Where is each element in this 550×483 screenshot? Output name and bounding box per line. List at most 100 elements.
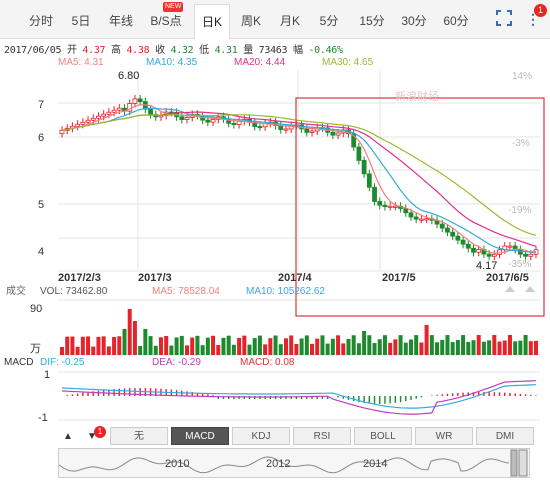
candle: [377, 201, 383, 206]
candle: [330, 131, 336, 136]
candle: [335, 132, 341, 136]
price-axis-4: 4: [38, 246, 44, 258]
indicator-tab-wr[interactable]: WR: [415, 427, 473, 445]
quote-info-line: 2017/06/05 开 4.37 高 4.38 收 4.32 低 4.31 量…: [4, 41, 343, 56]
tab-60min[interactable]: 60分: [443, 14, 469, 28]
volume-bar: [226, 335, 231, 355]
volume-bar: [502, 340, 507, 355]
volume-value: 73463: [258, 45, 288, 56]
volume-bar: [273, 335, 278, 355]
candle: [111, 109, 117, 113]
volume-bar: [450, 342, 455, 355]
candlestick-series: [59, 94, 539, 261]
candle: [106, 111, 112, 115]
tab-yearline[interactable]: 年线: [108, 14, 133, 28]
indicator-tab-kdj[interactable]: KDJ: [232, 427, 290, 445]
volume-bar: [330, 338, 335, 355]
volume-bar: [429, 335, 434, 355]
scroll-arrows-icon[interactable]: [505, 286, 535, 292]
volume-bar: [205, 337, 210, 355]
volume-bar: [143, 329, 148, 355]
dea-line: [61, 380, 537, 415]
high-label: 高: [111, 45, 121, 56]
candle: [132, 98, 138, 104]
candle: [507, 245, 513, 248]
volume-bar: [268, 338, 273, 355]
tab-5day[interactable]: 5日: [71, 14, 91, 28]
quote-date: 2017/06/05: [4, 45, 62, 56]
tab-intraday[interactable]: 分时: [28, 14, 53, 28]
open-label: 开: [66, 45, 77, 56]
navigator-handle-right[interactable]: [518, 449, 528, 477]
volume-bar: [106, 346, 111, 355]
indicator-tab-rsi[interactable]: RSI: [293, 427, 351, 445]
candle: [85, 119, 91, 123]
macd-axis-m1: -1: [38, 412, 48, 424]
candle: [59, 129, 65, 135]
indicator-tab-macd[interactable]: MACD: [171, 427, 229, 445]
tab-daily-k[interactable]: 日K: [194, 4, 230, 40]
candle: [210, 119, 216, 123]
ma30-line: [61, 114, 537, 236]
candle: [419, 218, 424, 221]
volume-bar: [507, 335, 512, 355]
candle: [127, 103, 133, 112]
candle: [382, 204, 388, 208]
candle: [231, 122, 237, 125]
candle: [523, 253, 528, 257]
volume-bar: [382, 335, 387, 355]
volume-bar: [528, 341, 533, 355]
navigator-handle[interactable]: [510, 449, 518, 477]
volume-bar: [398, 335, 403, 355]
indicator-tab-boll[interactable]: BOLL: [354, 427, 412, 445]
volume-bar: [195, 335, 200, 355]
volume-bar: [216, 344, 221, 355]
volume-bar: [169, 345, 174, 355]
period-tab-bar: 分时 5日 年线 B/S点 NEW 日K 周K 月K 5分 15分 30分 60…: [0, 0, 550, 40]
candle: [491, 253, 497, 257]
ma5-line: [61, 104, 537, 254]
volume-bar: [367, 335, 372, 355]
candle: [96, 115, 101, 119]
volume-bar: [471, 340, 476, 355]
volume-bar: [148, 336, 153, 355]
tab-5min[interactable]: 5分: [319, 14, 339, 28]
volume-bar: [325, 343, 330, 355]
tab-monthly-k[interactable]: 月K: [279, 14, 300, 28]
volume-bars: [60, 309, 538, 355]
ma5-legend: MA5: 4.31: [58, 57, 104, 68]
candle: [137, 98, 143, 103]
low-value: 4.31: [214, 45, 238, 56]
volume-bar: [455, 340, 460, 355]
open-value: 4.37: [82, 45, 106, 56]
tab-bs-points[interactable]: B/S点: [150, 14, 182, 28]
price-axis-5: 5: [38, 199, 44, 211]
tab-30min[interactable]: 30分: [401, 14, 427, 28]
arrow-down-icon[interactable]: ▼: [87, 431, 97, 442]
dif-line: [61, 384, 537, 409]
indicator-tab-dmi[interactable]: DMI: [476, 427, 534, 445]
tab-15min[interactable]: 15分: [359, 14, 385, 28]
pct-axis-14: 14%: [512, 71, 532, 82]
volume-bar: [70, 336, 75, 355]
volume-bar: [158, 337, 163, 355]
volume-bar: [80, 336, 85, 355]
indicator-tab-none[interactable]: 无: [110, 427, 168, 445]
fullscreen-icon[interactable]: [496, 10, 512, 26]
candle: [372, 186, 377, 202]
volume-bar: [153, 345, 158, 355]
volume-bar: [310, 343, 315, 355]
tab-weekly-k[interactable]: 周K: [240, 14, 261, 28]
volume-bar: [341, 343, 346, 355]
change-value: -0.46%: [308, 45, 343, 56]
macd-series: [61, 380, 537, 415]
volume-bar: [476, 335, 481, 355]
pct-axis-m3: -3%: [512, 138, 530, 149]
time-navigator[interactable]: [58, 448, 530, 478]
arrow-up-icon[interactable]: ▲: [63, 431, 73, 442]
watermark: 新浪财经: [395, 89, 439, 103]
volume-bar: [445, 335, 450, 355]
volume-bar: [362, 331, 367, 355]
candle: [413, 216, 419, 220]
